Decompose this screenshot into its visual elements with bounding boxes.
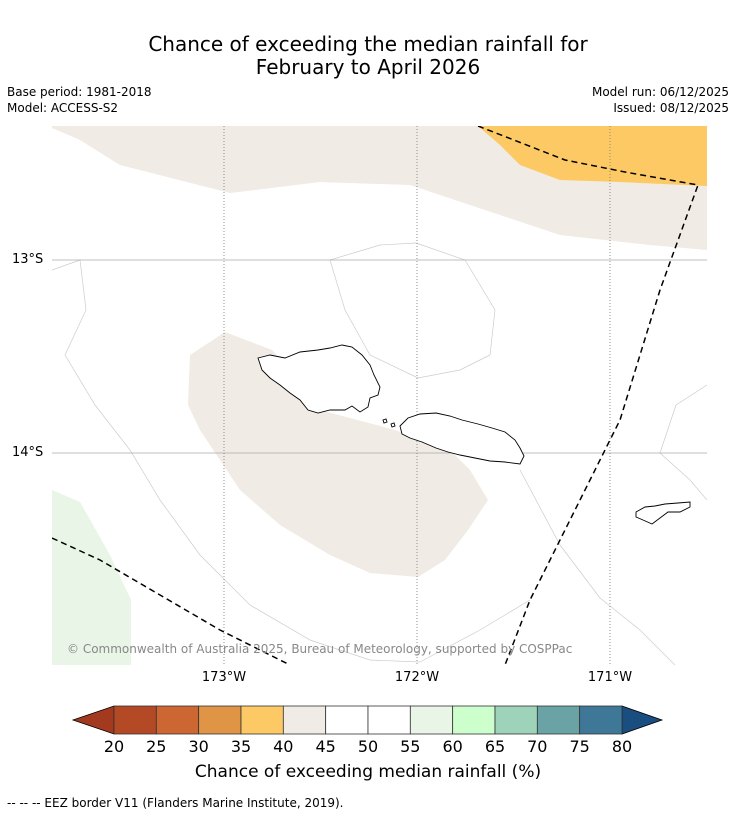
model-text: Model: ACCESS-S2 (7, 101, 119, 115)
region-40-45-samoa (188, 332, 488, 577)
contour-lines (52, 242, 707, 665)
colorbar (71, 705, 664, 735)
lon-label-171w: 171°W (587, 670, 633, 685)
colorbar-tick-50: 50 (357, 737, 379, 756)
colorbar-cell-65-70 (494, 705, 538, 735)
island-upolu (399, 412, 525, 465)
island-tutuila (635, 501, 691, 525)
colorbar-cell-35-40 (240, 705, 284, 735)
colorbar-tick-70: 70 (527, 737, 548, 756)
lon-label-172w: 172°W (394, 670, 440, 685)
map-panel: © Commonwealth of Australia 2025, Bureau… (52, 126, 707, 665)
issued-text: Issued: 08/12/2025 (613, 101, 729, 115)
colorbar-tick-75: 75 (569, 737, 590, 756)
graticule (52, 126, 707, 665)
lat-label-14s: 14°S (12, 445, 44, 460)
island-manono (382, 418, 388, 424)
colorbar-cell-30-35 (198, 705, 242, 735)
colorbar-cell-40-45 (282, 705, 327, 735)
colorbar-under-arrow (71, 705, 115, 735)
base-period-text: Base period: 1981-2018 (7, 85, 152, 99)
colorbar-cell-45-50 (325, 705, 369, 735)
colorbar-tick-65: 65 (484, 737, 506, 756)
island-savaii (257, 344, 381, 414)
eez-legend-text: -- -- -- EEZ border V11 (Flanders Marine… (7, 796, 344, 810)
colorbar-tick-80: 80 (611, 737, 633, 756)
colorbar-tick-45: 45 (315, 737, 336, 756)
colorbar-cell-50-55 (367, 705, 411, 735)
copyright-text: © Commonwealth of Australia 2025, Bureau… (67, 642, 572, 656)
colorbar-cell-25-30 (155, 705, 200, 735)
eez-border-east (477, 126, 700, 665)
colorbar-tick-60: 60 (442, 737, 463, 756)
chart-title-line2: February to April 2026 (255, 55, 481, 79)
colorbar-title: Chance of exceeding median rainfall (%) (194, 762, 542, 782)
colorbar-cell-60-65 (452, 705, 496, 735)
colorbar-cell-20-25 (113, 705, 157, 735)
colorbar-tick-40: 40 (273, 737, 294, 756)
colorbar-cell-75-80 (579, 705, 623, 735)
lat-label-13s: 13°S (12, 252, 44, 267)
colorbar-tick-20: 20 (103, 737, 125, 756)
model-run-text: Model run: 06/12/2025 (591, 85, 729, 99)
lon-label-173w: 173°W (201, 670, 247, 685)
island-apolima (390, 422, 396, 428)
chart-title-line1: Chance of exceeding the median rainfall … (148, 32, 588, 56)
eez-borders (52, 126, 700, 665)
colorbar-cell-55-60 (409, 705, 454, 735)
colorbar-tick-30: 30 (188, 737, 209, 756)
colorbar-tick-55: 55 (400, 737, 421, 756)
region-55-60-southwest (52, 490, 131, 665)
colorbar-tick-35: 35 (230, 737, 252, 756)
colorbar-tick-25: 25 (146, 737, 167, 756)
eez-border-southwest (52, 537, 291, 665)
colorbar-over-arrow (621, 705, 664, 735)
region-35-40-northeast (478, 126, 707, 186)
colorbar-cell-70-75 (536, 705, 581, 735)
coastlines (257, 344, 691, 525)
